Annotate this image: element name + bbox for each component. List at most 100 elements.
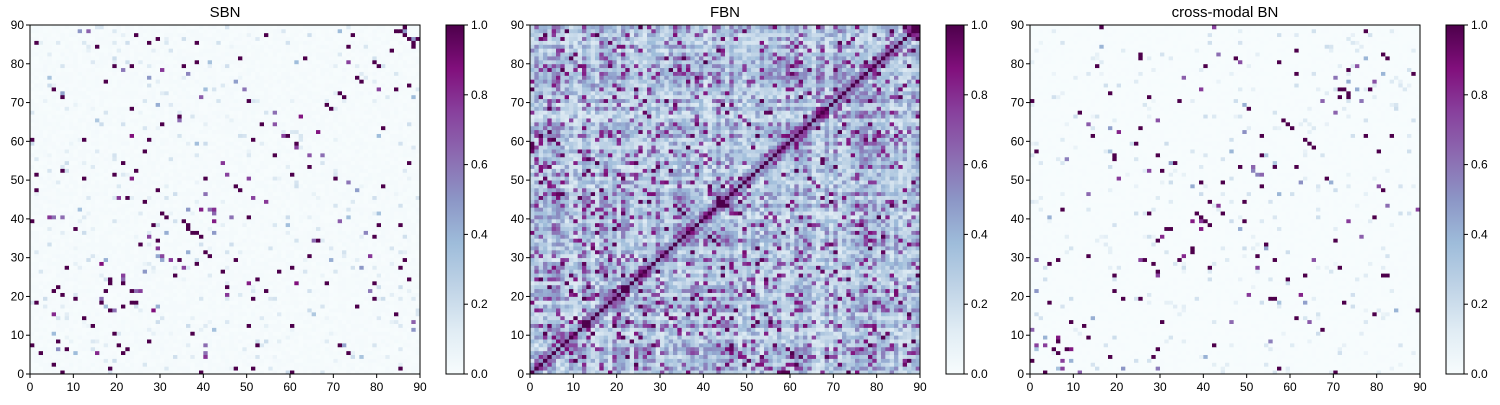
heatmap-cell [164, 358, 169, 362]
heatmap-cell [342, 215, 347, 219]
heatmap-cell [238, 300, 243, 304]
heatmap-cell [242, 273, 247, 277]
heatmap-cell [60, 269, 65, 273]
heatmap-cell [208, 165, 213, 169]
heatmap-cell [182, 203, 187, 207]
heatmap-cell [151, 231, 156, 235]
heatmap-cell [130, 265, 135, 269]
heatmap-cell [320, 250, 325, 254]
heatmap-cell [160, 358, 165, 362]
heatmap-cell [359, 351, 364, 355]
heatmap-cell [86, 285, 91, 289]
heatmap-cell [208, 293, 213, 297]
heatmap-cell [242, 203, 247, 207]
heatmap-cell [156, 227, 161, 231]
heatmap-cell [199, 246, 204, 250]
heatmap-cell [355, 347, 360, 351]
heatmap-cell [208, 327, 213, 331]
heatmap-cell [264, 165, 269, 169]
heatmap-cell [125, 343, 130, 347]
heatmap-cell [182, 176, 187, 180]
heatmap-cell [398, 219, 403, 223]
heatmap-cell [372, 262, 377, 266]
heatmap-cell [264, 215, 269, 219]
heatmap-cell [125, 246, 130, 250]
heatmap-cell [99, 273, 104, 277]
heatmap-cell [242, 168, 247, 172]
heatmap-cell [403, 316, 408, 320]
heatmap-cell [320, 211, 325, 215]
heatmap-cell [34, 277, 39, 281]
heatmap-cell [273, 316, 278, 320]
heatmap-cell [381, 293, 386, 297]
heatmap-cell [130, 168, 135, 172]
heatmap-cell [264, 258, 269, 262]
heatmap-cell [238, 281, 243, 285]
heatmap-cell [394, 262, 399, 266]
heatmap-cell [273, 269, 278, 273]
heatmap-cell [355, 285, 360, 289]
heatmap-cell [351, 215, 356, 219]
heatmap-cell [108, 285, 113, 289]
heatmap-cell [225, 250, 230, 254]
heatmap-cell [203, 192, 208, 196]
heatmap-cell [43, 355, 48, 359]
heatmap-cell [195, 168, 200, 172]
heatmap-cell [30, 312, 35, 316]
heatmap-cell [286, 223, 291, 227]
heatmap-cell [30, 227, 35, 231]
heatmap-cell [186, 285, 191, 289]
heatmap-cell [403, 304, 408, 308]
heatmap-cell [78, 358, 83, 362]
heatmap-cell [34, 231, 39, 235]
heatmap-cell [264, 262, 269, 266]
heatmap-cell [329, 172, 334, 176]
heatmap-cell [307, 223, 312, 227]
heatmap-cell [398, 242, 403, 246]
heatmap-cell [342, 242, 347, 246]
heatmap-cell [273, 200, 278, 204]
heatmap-cell [156, 242, 161, 246]
heatmap-cell [242, 265, 247, 269]
heatmap-cell [78, 293, 83, 297]
heatmap-cell [234, 312, 239, 316]
heatmap-cell [355, 180, 360, 184]
heatmap-cell [294, 215, 299, 219]
heatmap-cell [251, 246, 256, 250]
heatmap-cell [60, 327, 65, 331]
heatmap-cell [138, 207, 143, 211]
heatmap-cell [177, 168, 182, 172]
heatmap-cell [78, 231, 83, 235]
heatmap-cell [212, 324, 217, 328]
heatmap-cell [43, 362, 48, 366]
heatmap-cell [234, 254, 239, 258]
heatmap-cell [138, 188, 143, 192]
heatmap-cell [247, 207, 252, 211]
heatmap-cell [164, 285, 169, 289]
heatmap-cell [377, 215, 382, 219]
heatmap-cell [138, 339, 143, 343]
heatmap-cell [260, 184, 265, 188]
heatmap-cell [69, 215, 74, 219]
heatmap-cell [169, 351, 174, 355]
heatmap-cell [351, 161, 356, 165]
heatmap-cell [125, 366, 130, 370]
heatmap-cell [160, 234, 165, 238]
heatmap-cell [34, 269, 39, 273]
heatmap-cell [203, 242, 208, 246]
heatmap-cell [156, 296, 161, 300]
heatmap-cell [156, 157, 161, 161]
heatmap-cell [368, 258, 373, 262]
heatmap-cell [403, 273, 408, 277]
heatmap-cell [212, 289, 217, 293]
heatmap-cell [56, 304, 61, 308]
heatmap-cell [264, 358, 269, 362]
heatmap-cell [82, 269, 87, 273]
heatmap-cell [147, 327, 152, 331]
heatmap-cell [69, 355, 74, 359]
heatmap-cell [329, 192, 334, 196]
heatmap-cell [212, 269, 217, 273]
heatmap-cell [47, 211, 52, 215]
heatmap-cell [238, 161, 243, 165]
heatmap-cell [134, 180, 139, 184]
